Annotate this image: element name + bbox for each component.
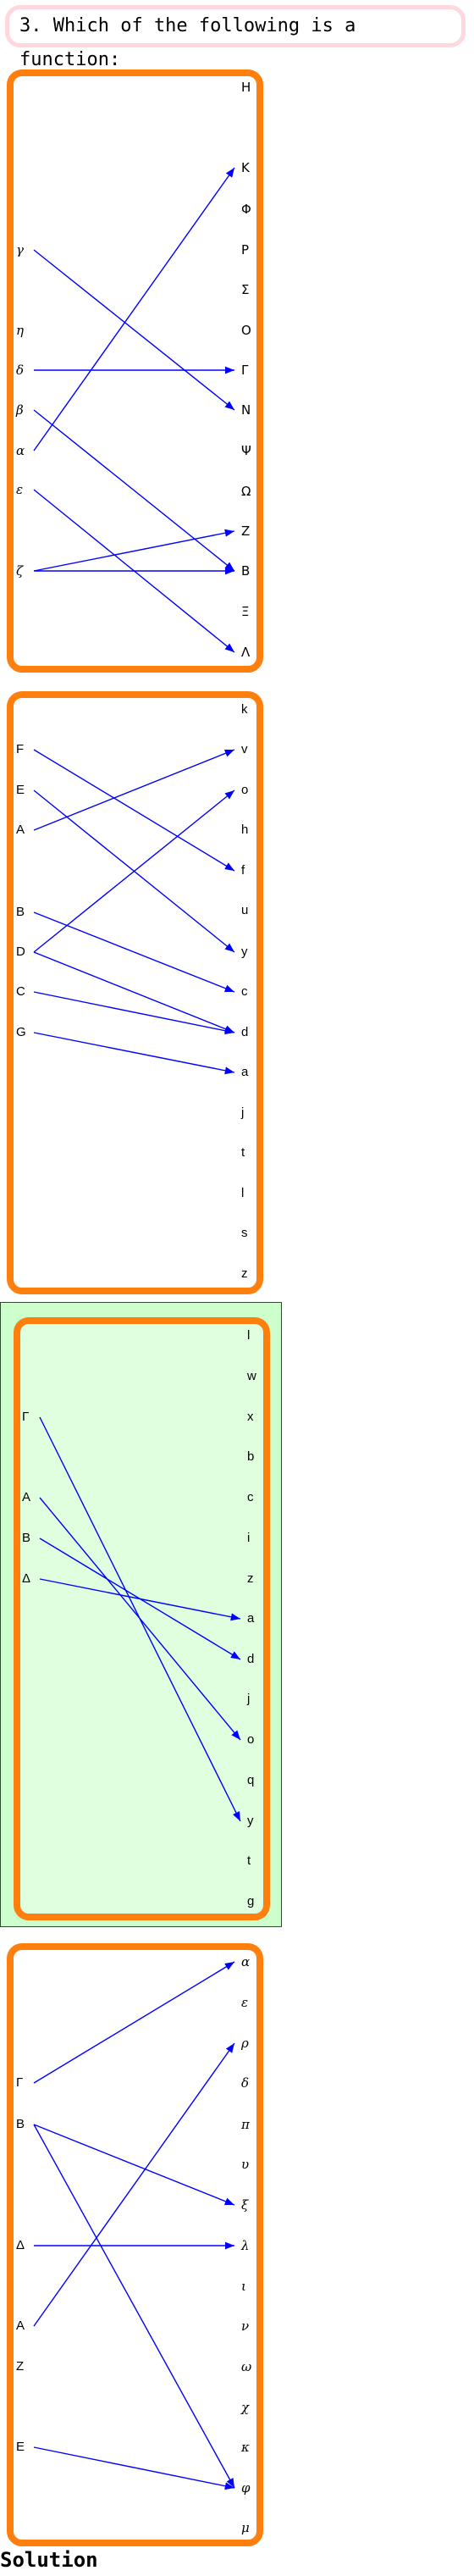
domain-label: A [16,2318,25,2333]
codomain-label: q [247,1773,255,1787]
codomain-label: a [241,1065,249,1079]
question-text: 3. Which of the following is a function: [5,5,466,70]
domain-label: B [22,1531,31,1545]
domain-label: B [16,2117,25,2131]
codomain-label: f [241,863,245,878]
codomain-label: Λ [241,645,251,660]
domain-label: ε [16,482,24,497]
domain-label: B [16,905,25,919]
codomain-label: υ [241,2157,250,2172]
panel-3[interactable] [14,1317,270,1920]
codomain-label: y [241,945,248,959]
codomain-label: μ [241,2520,250,2535]
codomain-label: ξ [241,2197,249,2213]
codomain-label: Σ [241,282,250,297]
codomain-label: o [241,783,249,797]
domain-label: D [16,945,25,959]
codomain-label: ω [241,2359,252,2374]
codomain-label: c [241,984,248,999]
codomain-label: l [247,1328,251,1343]
codomain-label: w [247,1369,256,1383]
codomain-label: h [241,823,249,837]
codomain-label: φ [241,2480,251,2496]
codomain-label: ι [241,2279,246,2294]
panel-4[interactable] [7,1943,263,2546]
codomain-label: d [247,1652,255,1666]
codomain-label: i [247,1531,251,1545]
codomain-label: λ [241,2238,250,2253]
codomain-label: π [241,2117,250,2132]
domain-label: G [16,1025,26,1039]
codomain-label: j [241,1105,245,1120]
codomain-label: Ζ [241,524,251,539]
codomain-label: y [247,1814,254,1828]
codomain-label: Γ [241,363,249,378]
codomain-label: Ο [241,323,251,338]
domain-label: Δ [16,2238,25,2252]
domain-label: δ [16,363,25,378]
codomain-label: c [247,1490,254,1504]
codomain-label: δ [241,2075,250,2091]
domain-label: η [16,323,24,338]
codomain-label: Κ [241,160,250,175]
codomain-label: x [247,1410,254,1424]
codomain-label: Ω [241,484,251,499]
codomain-label: s [241,1226,248,1240]
domain-label: A [22,1490,31,1504]
domain-label: β [16,402,24,418]
codomain-label: ν [241,2318,250,2334]
codomain-label: g [247,1894,255,1908]
domain-label: Γ [22,1410,30,1424]
codomain-label: Ψ [241,443,251,458]
panel-1[interactable] [7,69,263,673]
domain-label: E [16,2440,25,2454]
domain-label: E [16,783,25,797]
codomain-label: u [241,903,249,917]
domain-label: Γ [16,2075,24,2090]
codomain-label: α [241,1954,251,1969]
codomain-label: j [247,1692,251,1706]
codomain-label: a [247,1611,255,1626]
codomain-label: b [247,1449,255,1464]
domain-label: ζ [16,563,24,579]
codomain-label: Φ [241,202,251,217]
codomain-label: t [241,1145,245,1160]
codomain-label: κ [241,2440,250,2455]
codomain-label: Η [241,80,251,95]
codomain-label: Β [241,563,251,579]
codomain-label: Ξ [241,604,250,619]
codomain-label: z [247,1571,254,1586]
codomain-label: t [247,1853,251,1868]
codomain-label: l [241,1186,245,1200]
domain-label: A [16,823,25,837]
codomain-label: o [247,1732,255,1747]
codomain-label: d [241,1025,249,1039]
codomain-label: χ [241,2400,250,2415]
codomain-label: k [241,702,248,717]
codomain-label: Ν [241,402,251,418]
codomain-label: z [241,1266,248,1281]
panel-2[interactable] [7,691,263,1294]
codomain-label: ε [241,1995,249,2010]
domain-label: F [16,742,25,756]
solution-heading: Solution [0,2548,98,2572]
codomain-label: ρ [241,2036,249,2051]
domain-label: Δ [22,1571,31,1586]
codomain-label: v [241,742,248,756]
domain-label: Z [16,2359,25,2374]
domain-label: C [16,984,25,999]
codomain-label: Ρ [241,242,250,258]
domain-label: γ [16,242,24,258]
domain-label: α [16,443,25,458]
